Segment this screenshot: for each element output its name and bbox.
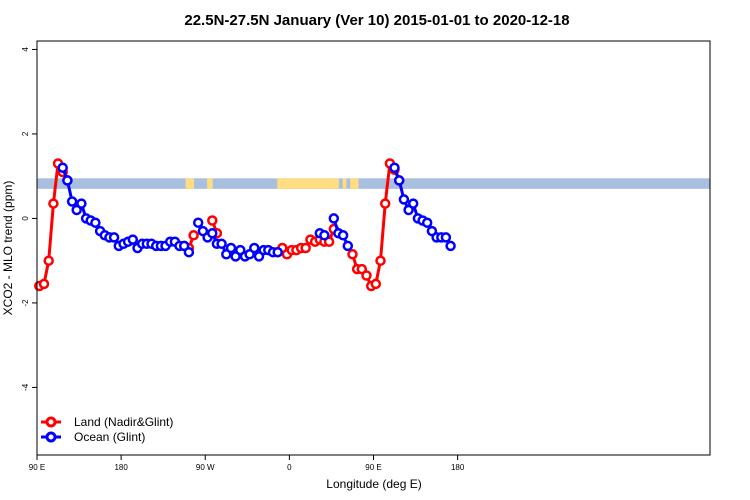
x-tick-label: 0 <box>287 463 292 472</box>
axes: 90 E 180 90 W 0 90 E 180 -4 -2 0 2 4 <box>21 47 465 472</box>
data-point-ocean <box>62 175 73 186</box>
x-tick-label: 90 E <box>29 463 45 472</box>
latitude-band <box>37 178 710 189</box>
y-tick-label: -2 <box>21 299 30 307</box>
data-point-land <box>375 255 386 266</box>
y-axis-label: XCO2 - MLO trend (ppm) <box>1 181 15 316</box>
band-ocean <box>37 178 710 189</box>
data-point-land <box>347 249 358 260</box>
data-point-ocean <box>272 246 283 258</box>
legend: Land (Nadir&Glint) Ocean (Glint) <box>41 415 173 444</box>
data-point-ocean <box>337 230 349 241</box>
series-ocean <box>57 162 456 262</box>
x-tick-label: 90 W <box>196 463 215 472</box>
data-point-ocean <box>76 198 87 209</box>
data-point-ocean <box>445 240 456 252</box>
legend-label-land: Land (Nadir&Glint) <box>74 415 173 429</box>
data-point-ocean <box>192 217 204 228</box>
data-point-ocean <box>108 232 120 243</box>
data-point-land <box>207 215 218 226</box>
data-point-ocean <box>328 213 340 224</box>
legend-label-ocean: Ocean (Glint) <box>74 430 145 444</box>
x-tick-label: 180 <box>114 463 128 472</box>
data-point-land <box>38 278 50 290</box>
data-point-land <box>43 255 54 266</box>
data-point-ocean <box>398 194 410 205</box>
y-tick-label: 4 <box>21 47 30 52</box>
x-tick-label: 90 E <box>365 463 381 472</box>
data-point-ocean <box>207 227 218 239</box>
band-land-segment <box>277 178 339 189</box>
data-point-ocean <box>66 196 78 207</box>
data-point-ocean <box>249 242 260 254</box>
data-point-ocean <box>127 234 139 245</box>
y-tick-label: 2 <box>21 131 30 136</box>
y-tick-label: -4 <box>21 383 30 391</box>
data-point-land <box>300 242 311 254</box>
x-tick-label: 180 <box>451 463 465 472</box>
data-point-ocean <box>440 232 452 243</box>
data-point-land <box>379 198 391 209</box>
data-point-ocean <box>393 175 405 186</box>
data-point-ocean <box>319 230 330 241</box>
data-point-land <box>361 270 372 281</box>
data-point-ocean <box>90 217 101 228</box>
legend-item-land: Land (Nadir&Glint) <box>41 415 173 429</box>
data-point-ocean <box>216 238 227 250</box>
data-point-ocean <box>342 240 354 252</box>
data-point-ocean <box>407 198 419 209</box>
y-tick-label: 0 <box>21 216 30 221</box>
data-point-ocean <box>421 217 433 228</box>
x-axis-label: Longitude (deg E) <box>326 477 421 491</box>
data-point-ocean <box>225 242 237 254</box>
legend-item-ocean: Ocean (Glint) <box>41 430 145 444</box>
data-point-ocean <box>183 246 195 258</box>
chart-title: 22.5N-27.5N January (Ver 10) 2015-01-01 … <box>184 12 569 29</box>
data-series <box>34 158 456 292</box>
data-point-land <box>188 230 199 241</box>
data-point-land <box>370 278 382 290</box>
plot-frame <box>36 40 711 456</box>
data-point-ocean <box>57 162 68 173</box>
data-point-ocean <box>389 162 400 173</box>
band-land-segment <box>342 178 347 189</box>
band-land-segment <box>185 178 195 189</box>
band-land-segment <box>207 178 213 189</box>
data-point-land <box>48 198 59 209</box>
band-land-segment <box>350 178 359 189</box>
